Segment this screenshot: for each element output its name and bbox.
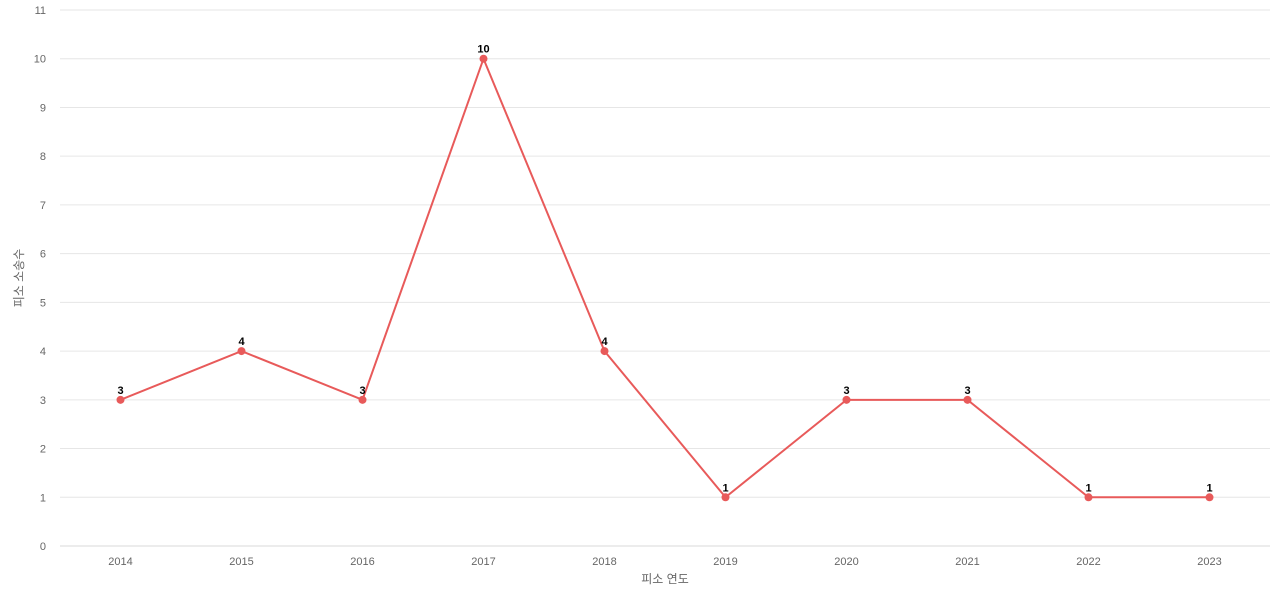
y-tick-label: 0	[40, 541, 46, 553]
series-line	[120, 55, 1210, 499]
x-tick-label: 2019	[713, 556, 737, 568]
y-tick-label: 8	[40, 151, 46, 163]
data-point[interactable]	[963, 395, 972, 404]
data-label: 1	[722, 482, 728, 494]
data-point[interactable]	[1205, 493, 1214, 502]
y-axis-title: 피소 소송수	[12, 249, 26, 308]
x-axis-title: 피소 연도	[641, 572, 689, 586]
data-point[interactable]	[721, 493, 730, 502]
data-point[interactable]	[842, 395, 851, 404]
y-tick-label: 6	[40, 249, 46, 261]
y-tick-label: 2	[40, 444, 46, 456]
data-label: 3	[117, 385, 123, 397]
x-tick-label: 2023	[1197, 556, 1221, 568]
data-point[interactable]	[600, 347, 609, 356]
y-axis-ticks: 0 1 2 3 4 5 6 7 8 9 10 11	[34, 5, 46, 553]
y-tick-label: 7	[40, 200, 46, 212]
y-tick-label: 3	[40, 395, 46, 407]
y-tick-label: 9	[40, 102, 46, 114]
data-label: 3	[843, 385, 849, 397]
y-tick-label: 5	[40, 297, 46, 309]
series-group	[116, 54, 1214, 502]
x-tick-label: 2021	[955, 556, 979, 568]
data-label: 1	[1085, 482, 1091, 494]
y-tick-label: 11	[35, 5, 46, 17]
x-tick-label: 2017	[471, 556, 495, 568]
x-tick-label: 2022	[1076, 556, 1100, 568]
x-tick-label: 2020	[834, 556, 858, 568]
data-point[interactable]	[358, 395, 367, 404]
x-tick-label: 2014	[108, 556, 132, 568]
data-labels: 3 4 3 10 4 1 3 3 1 1	[117, 44, 1212, 495]
data-point[interactable]	[1084, 493, 1093, 502]
data-point[interactable]	[116, 395, 125, 404]
data-label: 4	[238, 336, 245, 348]
gridlines	[60, 9, 1270, 498]
x-tick-label: 2016	[350, 556, 374, 568]
data-label: 10	[477, 44, 489, 56]
y-tick-label: 1	[40, 492, 46, 504]
data-label: 1	[1206, 482, 1212, 494]
x-tick-label: 2018	[592, 556, 616, 568]
y-tick-label: 10	[34, 54, 46, 66]
data-label: 4	[601, 336, 608, 348]
data-point[interactable]	[479, 54, 488, 63]
data-point[interactable]	[237, 347, 246, 356]
y-tick-label: 4	[40, 346, 46, 358]
data-label: 3	[964, 385, 970, 397]
data-label: 3	[359, 385, 365, 397]
x-axis-ticks: 2014 2015 2016 2017 2018 2019 2020 2021 2022 2023	[108, 556, 1221, 568]
x-tick-label: 2015	[229, 556, 253, 568]
